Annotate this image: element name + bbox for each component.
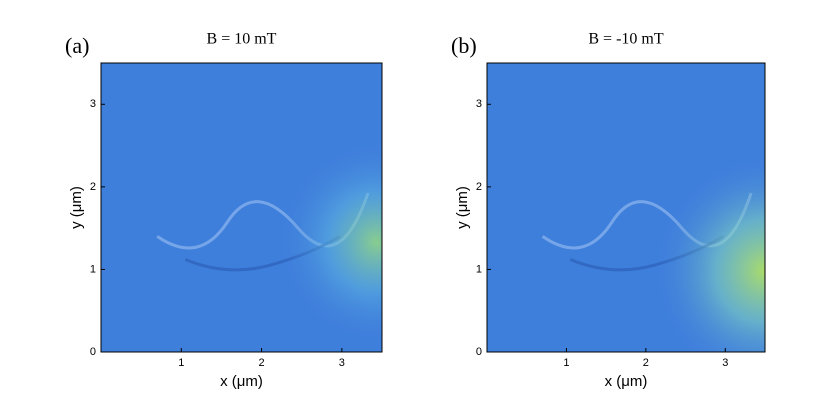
y-tick-label: 1: [476, 263, 482, 275]
y-tick-label: 1: [90, 263, 96, 275]
panel-label: (a): [65, 33, 89, 58]
panel-label: (b): [451, 33, 477, 58]
y-tick-label: 0: [476, 346, 482, 358]
x-axis-label: x (μm): [605, 373, 648, 390]
x-tick-label: 3: [722, 357, 728, 369]
image-glow: [101, 63, 382, 352]
x-tick-label: 2: [259, 357, 265, 369]
x-tick-label: 1: [178, 357, 184, 369]
image-glow: [487, 63, 765, 352]
y-tick-label: 3: [476, 98, 482, 110]
x-tick-label: 2: [643, 357, 649, 369]
y-tick-label: 2: [90, 181, 96, 193]
panel-title: B = -10 mT: [588, 31, 663, 48]
x-tick-label: 3: [339, 357, 345, 369]
panel-title: B = 10 mT: [207, 31, 277, 48]
x-tick-label: 1: [563, 357, 569, 369]
y-axis-label: y (μm): [454, 186, 471, 229]
axes-frame: [100, 62, 383, 353]
x-axis-label: x (μm): [220, 373, 263, 390]
axes-frame: [486, 62, 766, 353]
y-axis-label: y (μm): [68, 186, 85, 229]
y-tick-label: 2: [476, 181, 482, 193]
y-tick-label: 3: [90, 98, 96, 110]
y-tick-label: 0: [90, 346, 96, 358]
